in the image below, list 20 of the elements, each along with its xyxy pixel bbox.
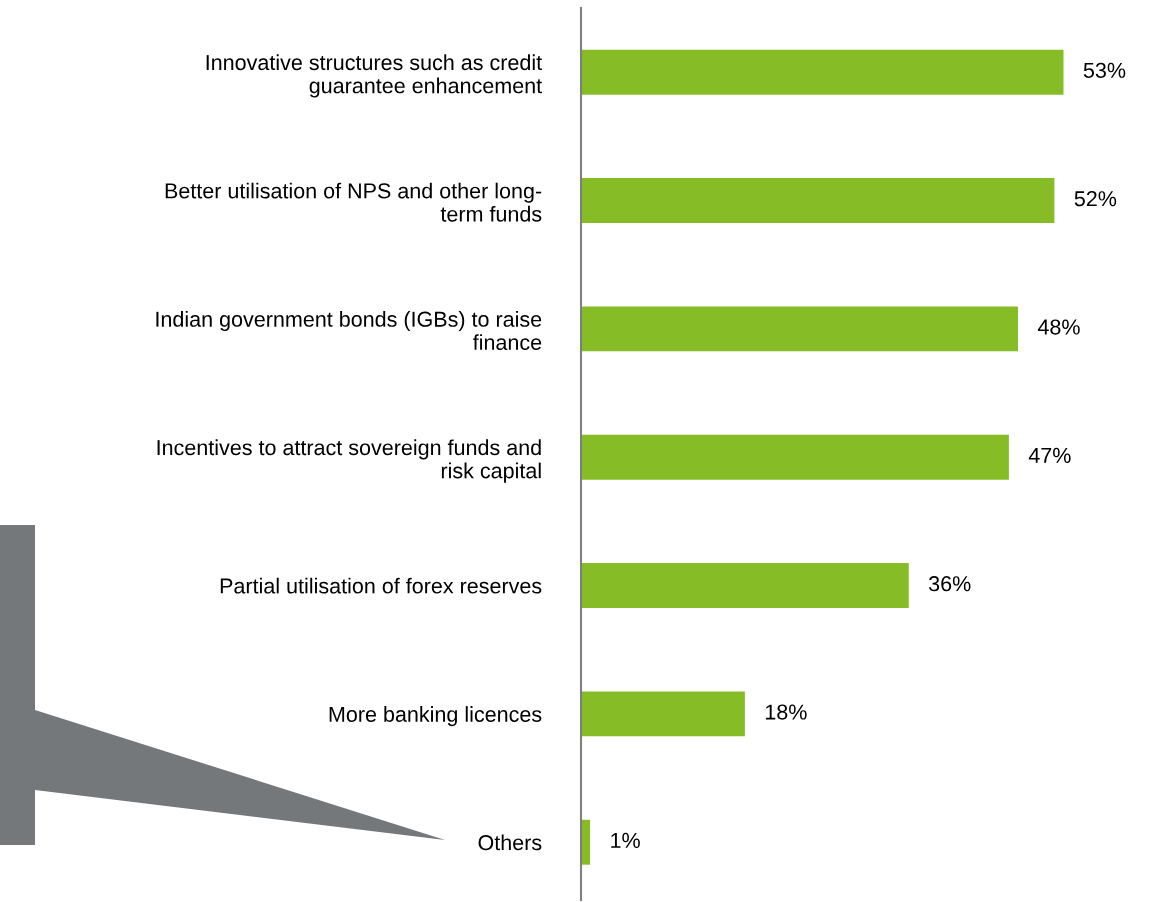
y-tick-label: Indian government bonds (IGBs) to raise finance <box>156 311 542 351</box>
data-label: 18% <box>765 704 807 720</box>
bar <box>581 434 1009 480</box>
y-tick-label: Incentives to attract sovereign funds and risk capital <box>157 439 541 483</box>
data-label: 1% <box>611 832 640 848</box>
bar <box>581 49 1064 95</box>
bar <box>581 563 909 609</box>
y-tick-label: Better utilisation of NPS and other long- term funds <box>165 182 542 222</box>
bar <box>581 178 1055 223</box>
y-tick-label: More banking licences <box>329 706 542 727</box>
bar <box>581 306 1018 352</box>
y-tick-label: Partial utilisation of forex reserves <box>220 577 542 594</box>
data-label: 52% <box>1074 191 1117 207</box>
bar <box>581 691 745 737</box>
data-label: 47% <box>1028 447 1071 463</box>
data-label: 36% <box>929 576 971 592</box>
y-tick-label: Innovative structures such as credit guarantee enhancement <box>206 54 542 98</box>
data-label: 53% <box>1083 62 1126 78</box>
y-tick-label: Others <box>478 834 542 851</box>
data-label: 48% <box>1037 319 1080 335</box>
